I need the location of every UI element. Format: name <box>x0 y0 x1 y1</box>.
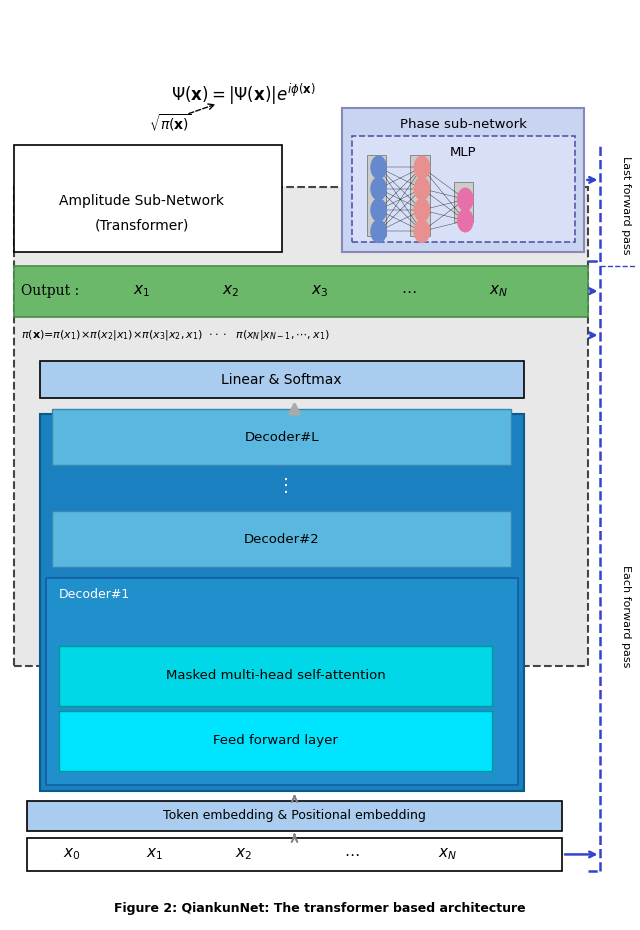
Text: Linear & Softmax: Linear & Softmax <box>221 373 342 387</box>
Bar <box>40 361 524 398</box>
Text: Decoder#1: Decoder#1 <box>59 589 130 602</box>
Bar <box>52 512 511 567</box>
Bar <box>342 108 584 252</box>
Text: $\vdots$: $\vdots$ <box>276 476 288 495</box>
Bar <box>59 711 492 771</box>
Text: Masked multi-head self-attention: Masked multi-head self-attention <box>166 670 385 683</box>
Circle shape <box>414 220 429 243</box>
Circle shape <box>371 178 387 200</box>
Bar <box>14 187 588 666</box>
Text: $\boldsymbol{x_1}$: $\boldsymbol{x_1}$ <box>133 284 150 299</box>
Text: $x_2$: $x_2$ <box>235 846 252 862</box>
Text: Decoder#L: Decoder#L <box>244 431 319 444</box>
Text: $x_1$: $x_1$ <box>146 846 163 862</box>
Bar <box>27 801 562 831</box>
Circle shape <box>414 199 429 221</box>
Circle shape <box>371 220 387 243</box>
Text: Figure 2: QiankunNet: The transformer based architecture: Figure 2: QiankunNet: The transformer ba… <box>114 902 526 915</box>
Text: Token embedding & Positional embedding: Token embedding & Positional embedding <box>163 809 426 822</box>
Circle shape <box>414 156 429 179</box>
Bar <box>46 578 518 785</box>
Bar <box>59 645 492 706</box>
Text: MLP: MLP <box>450 146 477 159</box>
Text: $x_N$: $x_N$ <box>489 284 508 299</box>
Circle shape <box>371 156 387 179</box>
Circle shape <box>414 178 429 200</box>
Bar <box>14 145 282 252</box>
Text: Last forward pass: Last forward pass <box>621 156 631 255</box>
Text: Output :: Output : <box>20 285 88 299</box>
Text: $\boldsymbol{x_3}$: $\boldsymbol{x_3}$ <box>311 284 329 299</box>
Bar <box>14 266 588 316</box>
Circle shape <box>458 188 473 210</box>
Text: Decoder#2: Decoder#2 <box>244 533 319 546</box>
Text: $\Psi(\mathbf{x}) = |\Psi(\mathbf{x})|e^{i\phi(\mathbf{x})}$: $\Psi(\mathbf{x}) = |\Psi(\mathbf{x})|e^… <box>172 82 316 107</box>
Text: $\sqrt{\pi(\mathbf{x})}$: $\sqrt{\pi(\mathbf{x})}$ <box>148 113 192 134</box>
Bar <box>410 155 429 236</box>
Text: Each forward pass: Each forward pass <box>621 565 631 668</box>
Bar <box>40 414 524 791</box>
Text: Feed forward layer: Feed forward layer <box>213 735 338 748</box>
Text: $x_0$: $x_0$ <box>63 846 80 862</box>
Text: $\cdots$: $\cdots$ <box>344 847 360 861</box>
Bar <box>27 838 562 871</box>
Circle shape <box>371 199 387 221</box>
Text: Phase sub-network: Phase sub-network <box>400 118 527 131</box>
Text: $\boldsymbol{x_2}$: $\boldsymbol{x_2}$ <box>222 284 239 299</box>
Circle shape <box>458 209 473 232</box>
Text: $\cdots$: $\cdots$ <box>401 285 417 299</box>
Text: $x_N$: $x_N$ <box>438 846 457 862</box>
Bar <box>52 409 511 465</box>
Bar <box>367 155 387 236</box>
Text: Amplitude Sub-Network: Amplitude Sub-Network <box>59 193 224 207</box>
Text: (Transformer): (Transformer) <box>94 219 189 232</box>
Text: $\pi(\mathbf{x})$=$\pi(x_1)$$\times$$\pi(x_2|x_1)$$\times$$\pi(x_3|x_2, x_1)$  $: $\pi(\mathbf{x})$=$\pi(x_1)$$\times$$\pi… <box>20 328 330 342</box>
Bar <box>454 182 473 222</box>
Bar <box>352 136 575 243</box>
